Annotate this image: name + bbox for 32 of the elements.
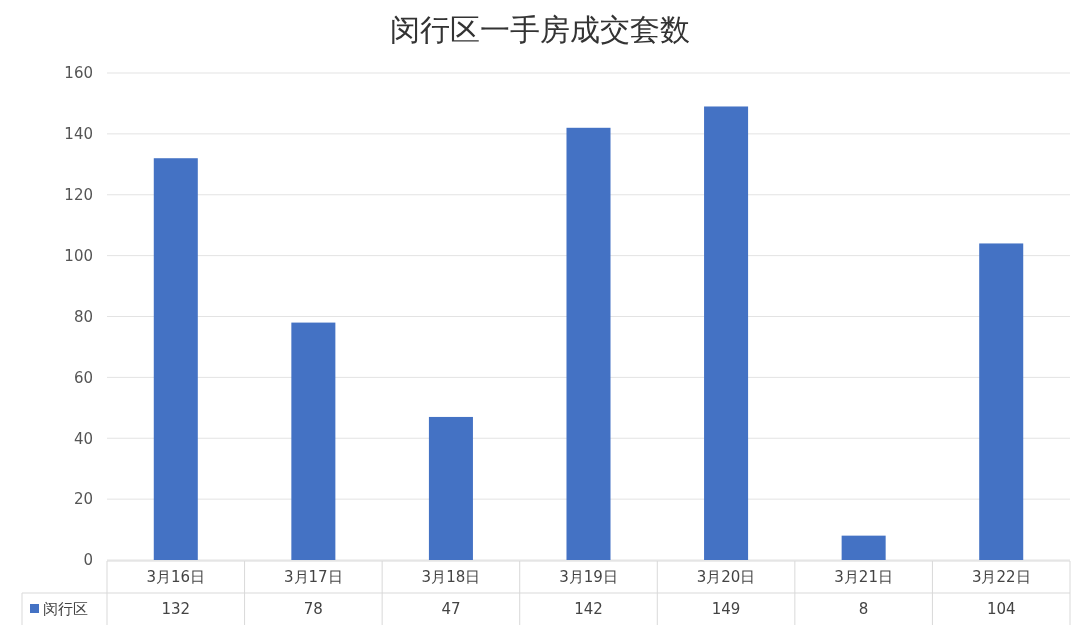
x-tick-label: 3月21日 xyxy=(834,568,893,586)
bar xyxy=(704,106,749,560)
bar xyxy=(428,416,473,560)
x-tick-label: 3月22日 xyxy=(971,568,1031,586)
legend-label: 闵行区 xyxy=(43,600,88,618)
x-tick-label: 3月19日 xyxy=(559,568,618,586)
data-label: 78 xyxy=(303,600,323,618)
y-tick-label: 160 xyxy=(64,64,93,83)
y-tick-label: 140 xyxy=(64,125,93,144)
bar xyxy=(153,158,198,560)
chart-title: 闵行区一手房成交套数 xyxy=(390,12,690,47)
bar xyxy=(979,243,1024,560)
data-label: 47 xyxy=(441,600,461,618)
x-tick-label: 3月20日 xyxy=(696,568,756,586)
y-tick-label: 100 xyxy=(64,246,93,265)
data-label: 142 xyxy=(574,600,603,618)
data-label: 104 xyxy=(986,600,1016,618)
y-tick-label: 0 xyxy=(83,551,93,570)
y-tick-label: 120 xyxy=(64,186,93,205)
bar xyxy=(841,535,886,560)
bar xyxy=(566,127,611,560)
x-tick-label: 3月18日 xyxy=(421,568,481,586)
x-tick-label: 3月16日 xyxy=(146,568,206,586)
data-label: 149 xyxy=(711,600,741,618)
data-label: 8 xyxy=(858,600,869,618)
data-label: 132 xyxy=(161,600,191,618)
y-tick-label: 60 xyxy=(73,368,93,387)
bar xyxy=(291,322,336,560)
y-tick-label: 80 xyxy=(73,307,93,326)
x-tick-label: 3月17日 xyxy=(284,568,343,586)
y-tick-label: 40 xyxy=(73,429,93,448)
y-tick-label: 20 xyxy=(73,490,93,509)
